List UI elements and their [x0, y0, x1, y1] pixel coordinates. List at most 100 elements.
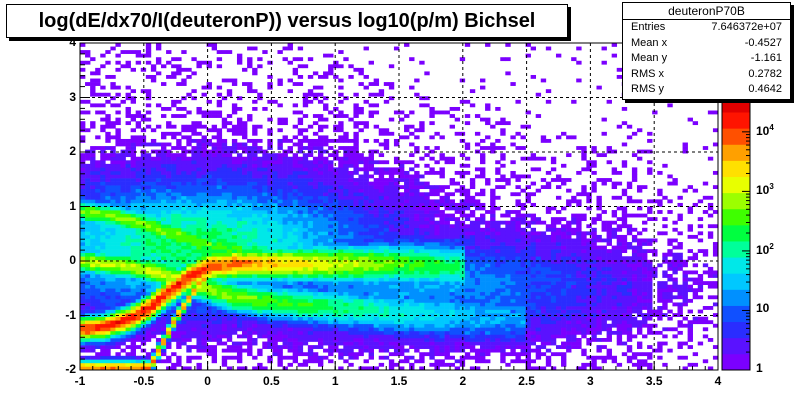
heatmap-cell	[419, 96, 425, 101]
heatmap-cell	[257, 334, 263, 339]
heatmap-cell	[302, 309, 309, 314]
heatmap-cell	[414, 178, 420, 182]
heatmap-cell	[221, 231, 228, 236]
heatmap-cell	[292, 67, 299, 72]
heatmap-cell	[338, 316, 344, 321]
heatmap-cell	[434, 170, 440, 175]
heatmap-cell	[439, 199, 445, 204]
heatmap-cell	[307, 274, 314, 278]
heatmap-cell	[287, 284, 293, 289]
heatmap-cell	[125, 234, 131, 239]
heatmap-cell	[110, 316, 116, 321]
heatmap-cell	[231, 142, 238, 147]
heatmap-cell	[257, 149, 263, 154]
heatmap-cell	[130, 174, 136, 179]
heatmap-cell	[125, 217, 131, 222]
heatmap-cell	[257, 224, 263, 229]
heatmap-cell	[302, 146, 309, 150]
heatmap-cell	[393, 288, 400, 293]
heatmap-cell	[150, 302, 157, 307]
heatmap-cell	[166, 199, 172, 204]
heatmap-cell	[404, 330, 410, 335]
heatmap-cell	[262, 249, 268, 253]
heatmap-cell	[439, 170, 445, 175]
heatmap-cell	[348, 338, 354, 342]
heatmap-cell	[333, 245, 339, 250]
heatmap-cell	[186, 355, 192, 360]
heatmap-cell	[297, 210, 304, 214]
heatmap-cell	[292, 231, 299, 236]
heatmap-cell	[201, 249, 207, 253]
heatmap-cell	[125, 224, 131, 229]
heatmap-cell	[171, 74, 177, 79]
heatmap-cell	[150, 327, 157, 332]
heatmap-cell	[242, 316, 248, 321]
heatmap-cell	[216, 291, 223, 296]
heatmap-cell	[414, 263, 420, 268]
heatmap-cell	[439, 213, 445, 218]
heatmap-cell	[414, 295, 420, 300]
heatmap-cell	[388, 170, 395, 175]
heatmap-cell	[247, 170, 253, 175]
heatmap-cell	[414, 128, 420, 133]
heatmap-cell	[166, 210, 172, 214]
heatmap-cell	[297, 298, 304, 303]
heatmap-cell	[257, 199, 263, 204]
heatmap-cell	[338, 192, 344, 197]
heatmap-cell	[262, 316, 268, 321]
heatmap-cell	[323, 227, 329, 232]
heatmap-cell	[161, 82, 167, 86]
heatmap-cell	[80, 242, 86, 246]
heatmap-cell	[100, 338, 106, 342]
heatmap-cell	[85, 213, 91, 218]
heatmap-cell	[338, 309, 344, 314]
heatmap-cell	[206, 295, 212, 300]
heatmap-cell	[399, 295, 405, 300]
heatmap-cell	[95, 366, 101, 371]
heatmap-cell	[358, 106, 364, 111]
heatmap-cell	[211, 220, 218, 225]
heatmap-cell	[404, 202, 410, 207]
heatmap-cell	[80, 327, 86, 332]
heatmap-cell	[201, 206, 207, 211]
heatmap-cell	[196, 334, 202, 339]
heatmap-cell	[368, 213, 374, 218]
heatmap-cell	[464, 142, 471, 147]
heatmap-cell	[404, 288, 410, 293]
heatmap-cell	[353, 266, 359, 271]
heatmap-cell	[368, 199, 374, 204]
heatmap-cell	[353, 202, 359, 207]
heatmap-cell	[363, 309, 369, 314]
heatmap-cell	[429, 192, 435, 197]
heatmap-cell	[257, 238, 263, 243]
heatmap-cell	[206, 309, 212, 314]
heatmap-cell	[444, 270, 450, 275]
heatmap-cell	[399, 341, 405, 346]
heatmap-cell	[100, 242, 106, 246]
heatmap-cell	[297, 163, 304, 168]
heatmap-cell	[125, 85, 131, 90]
heatmap-cell	[424, 220, 430, 225]
heatmap-cell	[252, 199, 258, 204]
heatmap-cell	[262, 50, 268, 54]
heatmap-cell	[368, 320, 374, 325]
heatmap-cell	[231, 146, 238, 150]
heatmap-cell	[267, 117, 273, 122]
heatmap-cell	[409, 316, 415, 321]
heatmap-cell	[257, 288, 263, 293]
heatmap-cell	[252, 217, 258, 222]
heatmap-cell	[434, 263, 440, 268]
heatmap-cell	[343, 188, 349, 193]
heatmap-cell	[161, 227, 167, 232]
heatmap-cell	[378, 210, 385, 214]
heatmap-cell	[85, 362, 91, 367]
heatmap-cell	[85, 82, 91, 86]
heatmap-cell	[277, 238, 283, 243]
heatmap-cell	[191, 242, 197, 246]
heatmap-cell	[459, 153, 466, 158]
heatmap-cell	[196, 345, 202, 349]
heatmap-cell	[95, 234, 101, 239]
heatmap-cell	[140, 284, 147, 289]
heatmap-cell	[323, 259, 329, 264]
heatmap-cell	[404, 309, 410, 314]
